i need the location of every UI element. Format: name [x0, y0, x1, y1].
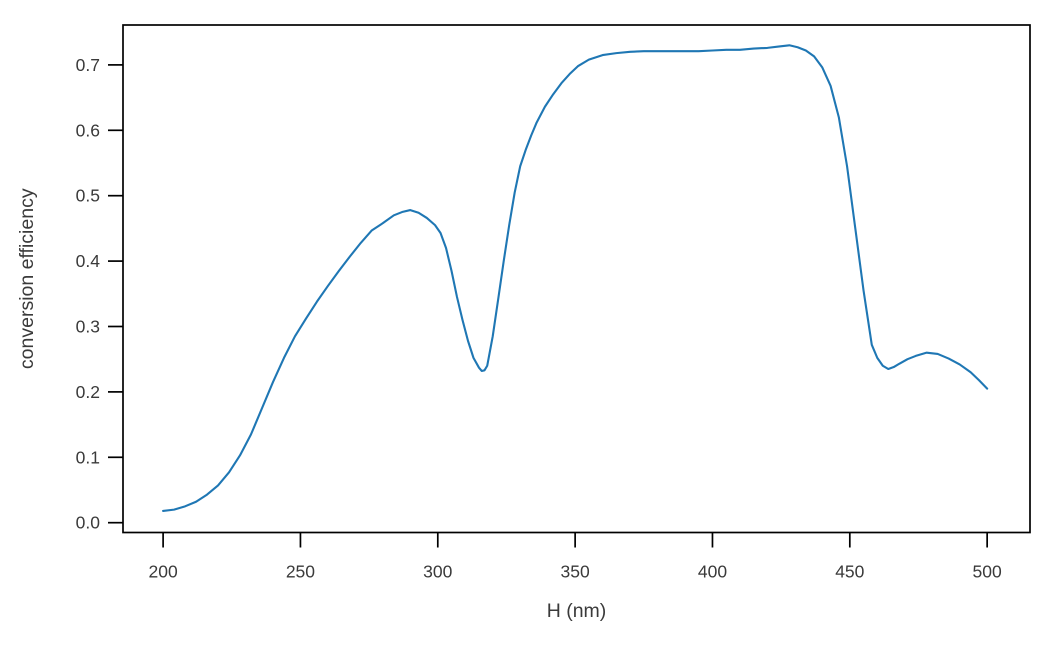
x-axis-label: H (nm): [547, 600, 607, 622]
x-tick-label: 450: [835, 562, 864, 582]
x-tick-label: 300: [423, 562, 452, 582]
x-tick-label: 350: [561, 562, 590, 582]
y-tick-label: 0.4: [76, 251, 101, 271]
x-tick-label: 400: [698, 562, 727, 582]
y-tick-label: 0.1: [76, 447, 100, 467]
y-tick-label: 0.7: [76, 55, 100, 75]
plot-frame: [122, 24, 1031, 534]
y-tick-label: 0.2: [76, 382, 100, 402]
y-tick-label: 0.0: [76, 513, 101, 533]
y-tick-label: 0.6: [76, 120, 100, 140]
x-tick-label: 500: [973, 562, 1002, 582]
x-tick-label: 250: [286, 562, 315, 582]
y-axis: 0.0 0.1 0.2 0.3 0.4 0.5 0.6 0.7: [76, 55, 123, 533]
y-tick-label: 0.5: [76, 186, 100, 206]
y-axis-label: conversion efficiency: [16, 188, 38, 369]
data-line-conversion-efficiency: [162, 44, 989, 512]
x-tick-label: 200: [149, 562, 178, 582]
x-axis: 200 250 300 350 400 450 500: [149, 532, 1002, 582]
y-tick-label: 0.3: [76, 316, 100, 336]
